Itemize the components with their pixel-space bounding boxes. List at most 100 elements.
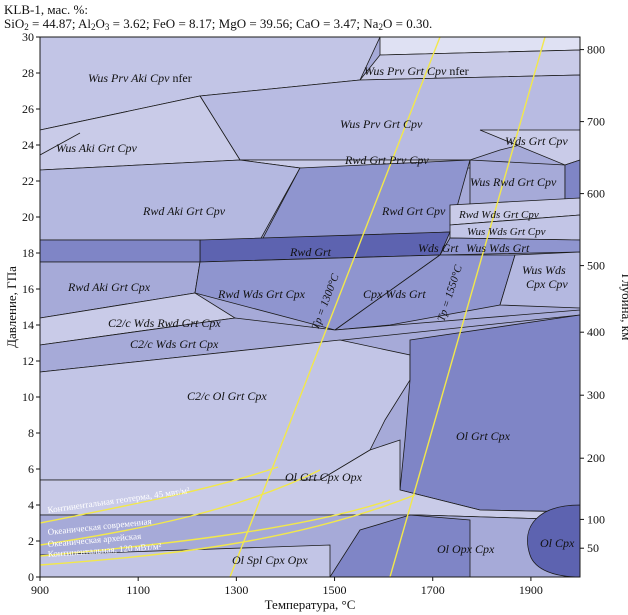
label-ol-spl-cpx-opx: Ol Spl Cpx Opx xyxy=(232,553,308,567)
y-right-axis-label: Глубина, км xyxy=(619,274,628,341)
y-tick-label: 2 xyxy=(28,534,34,548)
adiabat-1300 xyxy=(229,37,441,577)
field-rwd-wds-grt-cpv xyxy=(449,197,580,226)
y-right-tick-label: 800 xyxy=(587,43,605,57)
y-right-tick-label: 500 xyxy=(587,259,605,273)
composition-text: O = 0.30. xyxy=(382,16,433,31)
field-wds-grt-cpv xyxy=(479,129,580,166)
header-composition: SiO2 = 44.87; Al2O3 = 3.62; FeO = 8.17; … xyxy=(4,17,432,34)
label-rwd-wds-grt-cpx: Rwd Wds Grt Cpx xyxy=(217,287,306,301)
label-wus-rwd-grt-cpv: Wus Rwd Grt Cpv xyxy=(470,175,557,189)
label-wus-prv-grt-cpv: Wus Prv Grt Cpv xyxy=(364,64,447,78)
field-wus-prv-grt-cpv-nfer xyxy=(359,49,580,81)
label-ol-grt-cpx: Ol Grt Cpx xyxy=(456,429,511,443)
label-wds-grt-cpv: Wds Grt Cpv xyxy=(505,134,568,148)
y-tick-label: 14 xyxy=(22,318,34,332)
x-axis-label: Температура, °C xyxy=(265,597,356,612)
header-line1: KLB-1, мас. %: xyxy=(4,2,88,17)
label-rwd-aki-grt-cpx: Rwd Aki Grt Cpx xyxy=(67,280,151,294)
subscript: 2 xyxy=(378,22,383,32)
label-rwd-grt-prv-cpv: Rwd Grt Prv Cpv xyxy=(344,153,429,167)
y-tick-label: 20 xyxy=(22,210,34,224)
label-rwd-aki-grt-cpv: Rwd Aki Grt Cpv xyxy=(142,204,226,218)
label-wus-aki-grt-cpv: Wus Aki Grt Cpv xyxy=(56,141,137,155)
label-nfer-1: nfer xyxy=(172,71,191,85)
field-ol-opx-cpx-dark xyxy=(329,514,471,577)
label-cpx-wds-grt: Cpx Wds Grt xyxy=(363,287,426,301)
y-left-axis-label: Давление, ГПа xyxy=(4,266,19,348)
y-tick-label: 16 xyxy=(22,282,34,296)
composition-text: SiO xyxy=(4,16,25,31)
geotherms xyxy=(40,466,416,566)
x-tick-label: 1100 xyxy=(126,583,150,597)
x-tick-label: 900 xyxy=(31,583,49,597)
geotherm-oceanic-modern xyxy=(40,469,321,546)
y-tick-label: 22 xyxy=(22,174,34,188)
y-right-tick-label: 50 xyxy=(587,541,599,555)
adiabat-1550 xyxy=(389,37,546,577)
label-ol-grt-cpx-opx: Ol Grt Cpx Opx xyxy=(285,470,363,484)
y-right-tick-label: 100 xyxy=(587,512,605,526)
field-wds-grt xyxy=(439,237,580,256)
field-wus-wds-grt-cpv xyxy=(449,214,580,241)
subscript: 2 xyxy=(24,22,29,32)
label-rwd-grt-cpv: Rwd Grt Cpv xyxy=(381,204,446,218)
field-wus-wds-cpx-cpv xyxy=(499,251,580,309)
label-cpx-cpv: Cpx Cpv xyxy=(526,277,568,291)
geotherm-continental-45 xyxy=(40,466,279,524)
geotherm-continental-120 xyxy=(40,494,416,566)
label-wus-wds-grt: Wus Wds Grt xyxy=(466,241,530,255)
x-tick-label: 1500 xyxy=(323,583,347,597)
y-tick-label: 26 xyxy=(22,102,34,116)
y-tick-label: 18 xyxy=(22,246,34,260)
y-right-tick-label: 300 xyxy=(587,388,605,402)
x-tick-label: 1300 xyxy=(224,583,248,597)
field-c2c-wds-grt-cpx xyxy=(40,309,580,373)
adiabats xyxy=(229,37,546,577)
composition-text: = 3.62; FeO = 8.17; MgO = 39.56; CaO = 3… xyxy=(109,16,379,31)
y-tick-label: 12 xyxy=(22,354,34,368)
y-tick-label: 10 xyxy=(22,390,34,404)
y-right-tick-label: 700 xyxy=(587,115,605,129)
y-tick-label: 6 xyxy=(28,462,34,476)
label-wus-wds-grt-cpv: Wus Wds Grt Cpv xyxy=(467,226,546,238)
svg-text:Wus Prv Grt Cpv nfer: Wus Prv Grt Cpv nfer xyxy=(364,64,469,78)
y-right-axis-ticks: 50 100 200 300 400 500 600 700 800 xyxy=(580,43,605,555)
phase-fields xyxy=(40,37,580,577)
field-left-dark-band xyxy=(40,239,201,263)
x-axis-ticks: 900 1100 1300 1500 1700 1900 xyxy=(31,577,543,597)
subscript: 2 xyxy=(90,22,96,32)
field-labels: Wus Prv Aki Cpv nfer Wus Prv Grt Cpv nfe… xyxy=(56,64,575,567)
y-tick-label: 30 xyxy=(22,30,34,44)
label-nfer-2: nfer xyxy=(449,64,468,78)
geotherm-oceanic-archean xyxy=(40,499,391,557)
plot-frame xyxy=(39,36,581,578)
label-wus-prv-aki-cpv: Wus Prv Aki Cpv xyxy=(88,71,170,85)
field-ol-cpx xyxy=(527,504,580,577)
y-tick-label: 0 xyxy=(28,570,34,584)
label-c2c-ol-grt-cpx: C2/c Ol Grt Cpx xyxy=(187,389,267,403)
y-tick-label: 28 xyxy=(22,66,34,80)
subscript: 3 xyxy=(104,22,110,32)
label-c2c-wds-grt-cpx: C2/c Wds Grt Cpx xyxy=(130,337,219,351)
composition-text: O xyxy=(95,16,105,31)
y-right-tick-label: 600 xyxy=(587,187,605,201)
label-wds-grt: Wds Grt xyxy=(418,241,459,255)
label-c2c-wds-rwd-grt-cpx: C2/c Wds Rwd Grt Cpx xyxy=(108,316,221,330)
field-right-dark-1 xyxy=(564,159,580,201)
label-wus-prv-grt-cpv-2: Wus Prv Grt Cpv xyxy=(340,117,423,131)
y-tick-label: 24 xyxy=(22,138,34,152)
x-tick-label: 1700 xyxy=(421,583,445,597)
label-rwd-grt: Rwd Grt xyxy=(289,245,332,259)
field-ol-spl-cpx-opx xyxy=(40,544,331,577)
field-rwd-aki-grt-cpv xyxy=(40,159,301,241)
label-ol-cpx: Ol Cpx xyxy=(540,536,575,550)
field-top-right-pale xyxy=(379,37,580,56)
label-rwd-wds-grt-cpv: Rwd Wds Grt Cpv xyxy=(458,209,539,221)
field-ol-grt-cpx xyxy=(399,314,580,513)
x-tick-label: 1900 xyxy=(519,583,543,597)
y-right-tick-label: 200 xyxy=(587,451,605,465)
y-tick-label: 8 xyxy=(28,426,34,440)
